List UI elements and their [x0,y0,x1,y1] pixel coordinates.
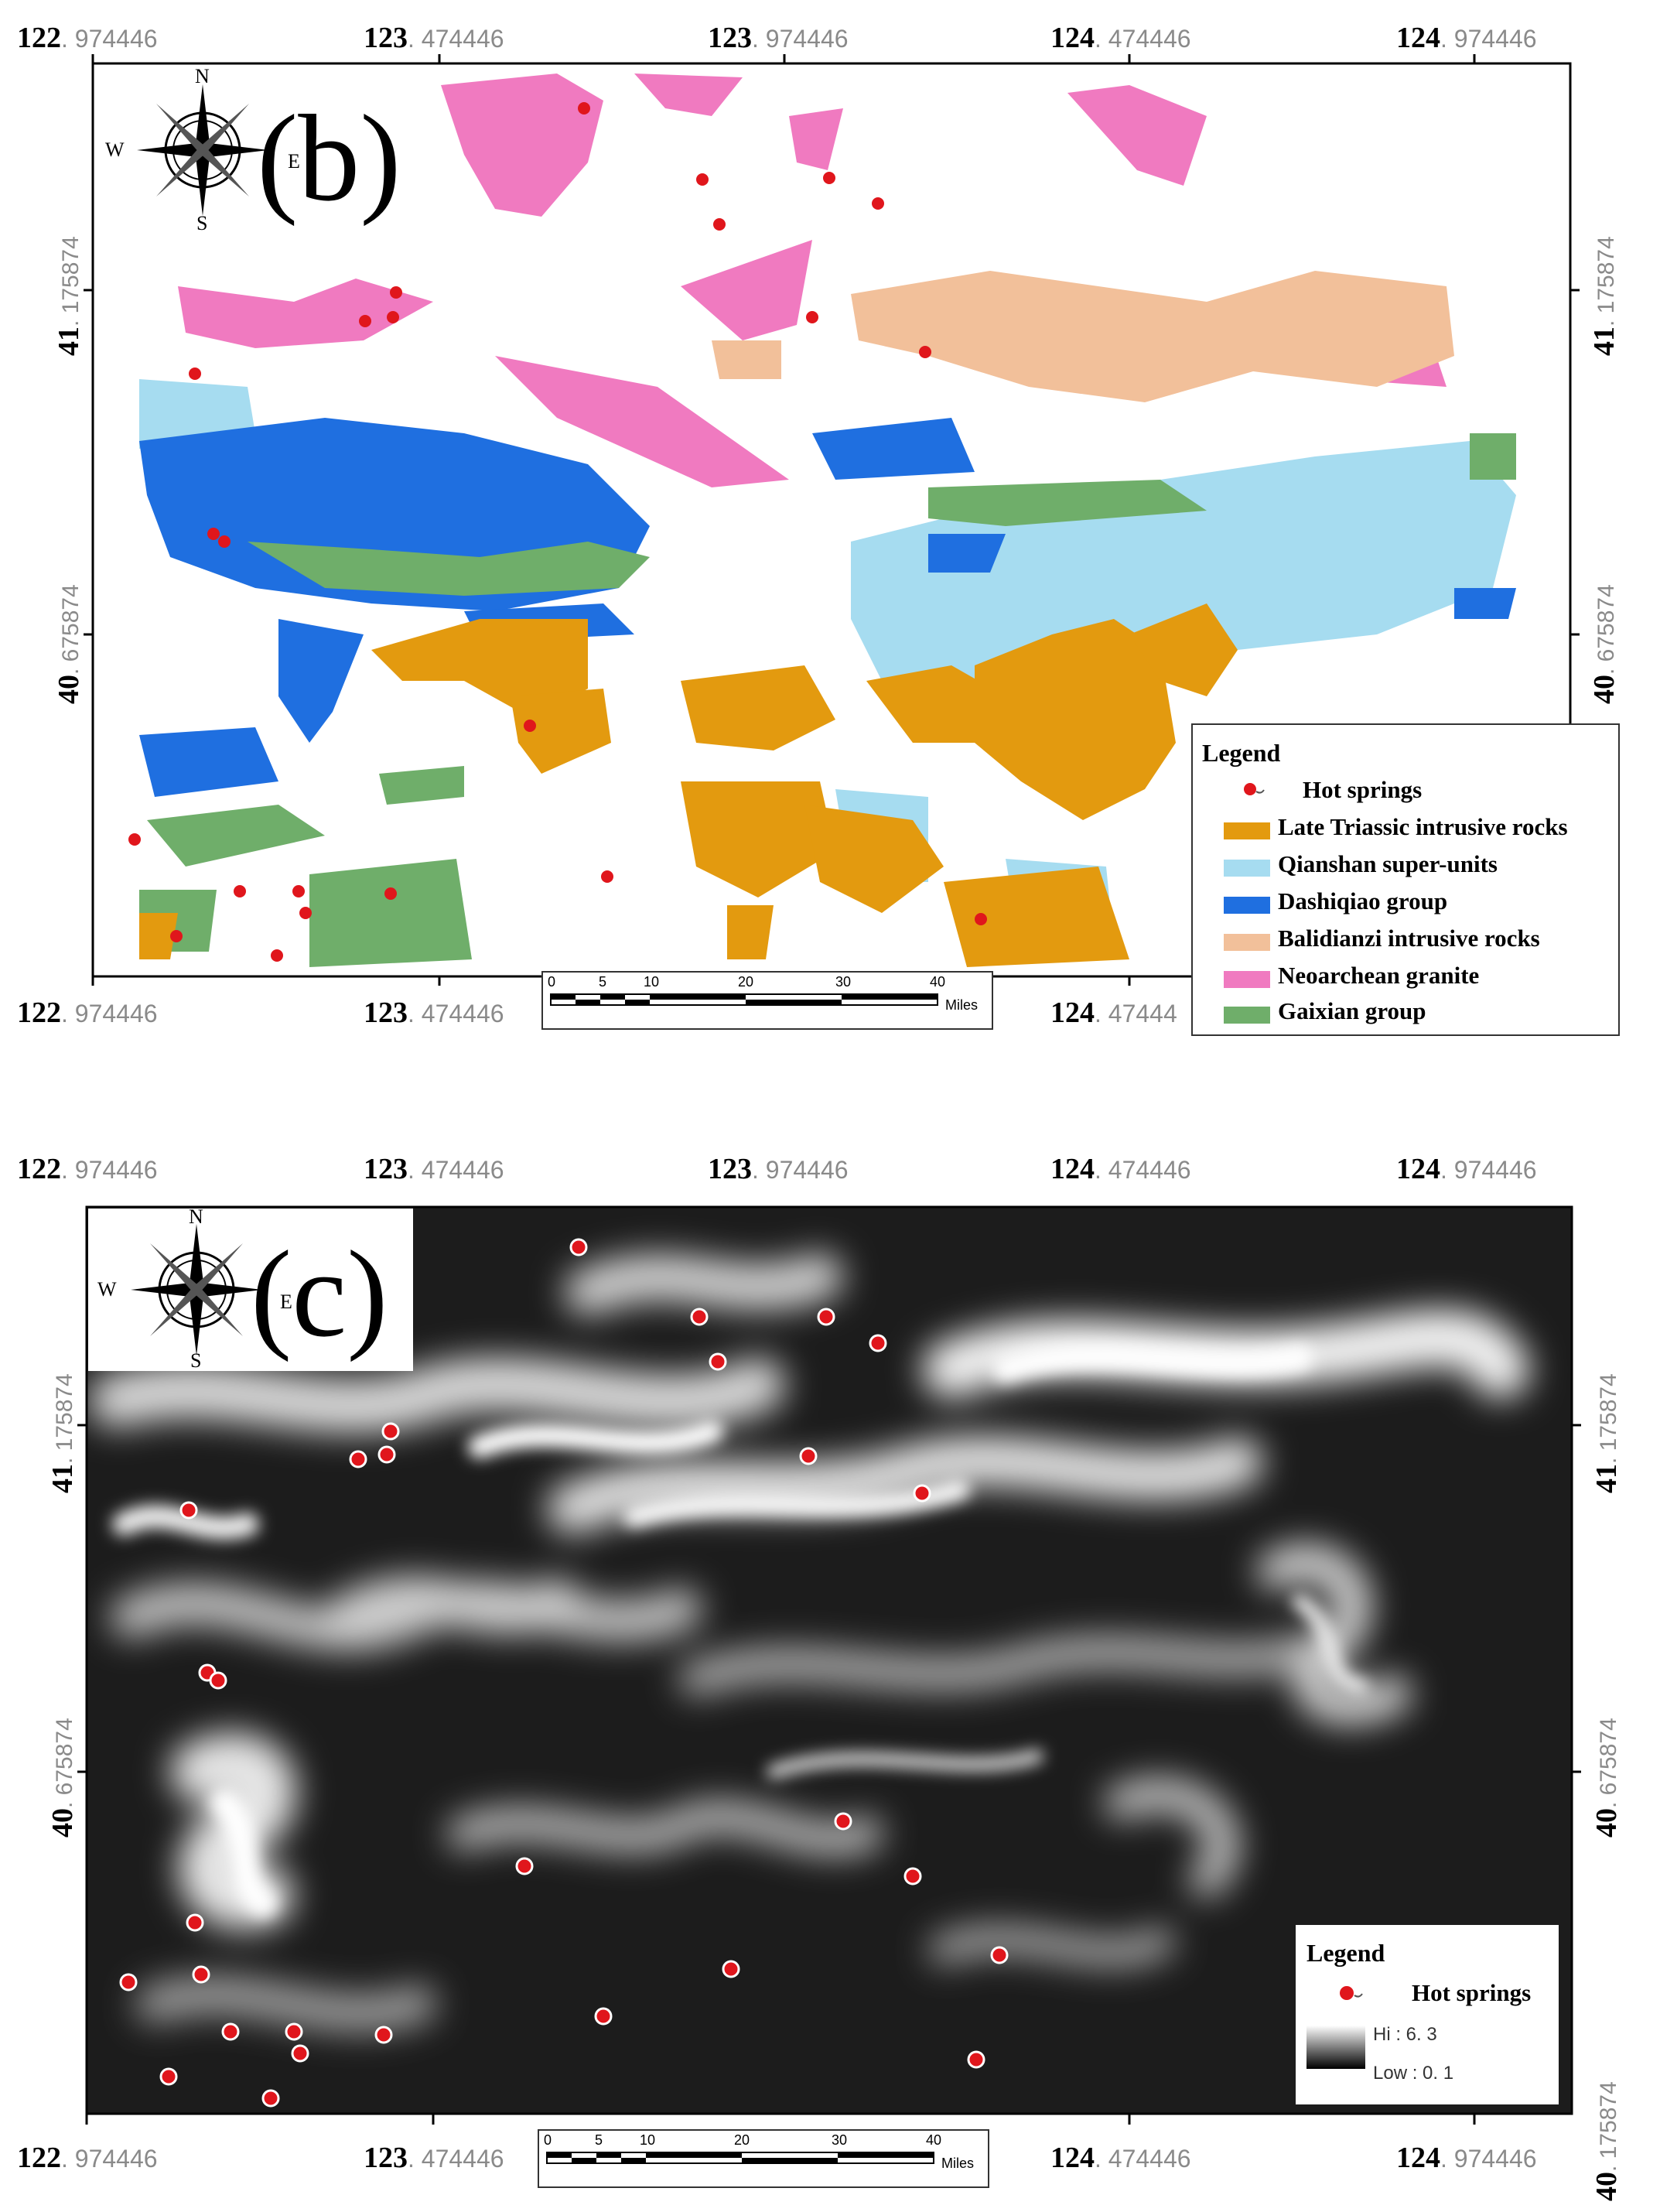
scale-tick-5: 5 [595,2132,603,2148]
scale-tick-10: 10 [640,2132,656,2148]
lon-label-top-1: 122. 974446 [17,1153,158,1185]
hot-spring-symbol-icon [1244,783,1265,795]
lon-label-top-2: 123. 474446 [364,1153,504,1185]
lon-label-top-4: 124. 474446 [1050,1153,1191,1185]
legend-swatch-balidianzi [1224,934,1270,951]
panel-c-density-map: 122. 974446 123. 474446 123. 974446 124.… [0,1137,1660,2212]
scale-tick-30: 30 [835,974,852,990]
scale-tick-0: 0 [548,974,556,990]
panel-label-c: (c) [251,1225,388,1362]
panel-label-b: (b) [257,89,401,227]
legend-title: Legend [1202,739,1281,767]
hot-springs-points-b [128,102,987,962]
legend-item-late-triassic: Late Triassic intrusive rocks [1278,813,1568,840]
lon-label-bottom-3: 124. 474446 [1050,2142,1191,2174]
lon-label-top-4: 124. 474446 [1050,22,1191,54]
legend-ramp-low: Low : 0. 1 [1373,2063,1454,2084]
compass-n-label: N [195,65,210,87]
scale-bar-c: 0 5 10 20 30 40 Miles [538,2129,989,2188]
legend-swatch-late-triassic [1224,822,1270,839]
compass-w-label: W [97,1278,117,1301]
scale-tick-0: 0 [544,2132,552,2148]
scale-units: Miles [941,2156,975,2171]
legend-item-qianshan: Qianshan super-units [1278,850,1498,877]
lon-label-bottom-2: 123. 474446 [364,997,504,1029]
scale-tick-5: 5 [599,974,607,990]
lon-label-bottom-4: 124. 974446 [1396,2142,1537,2174]
geology-units [139,74,1516,967]
compass-rose-icon [137,84,268,216]
lon-label-top-5: 124. 974446 [1396,1153,1537,1185]
lon-label-bottom-2: 123. 474446 [364,2142,504,2174]
compass-e-label: E [288,150,300,173]
scale-units: Miles [945,997,979,1013]
scale-tick-40: 40 [926,2132,942,2148]
scale-tick-20: 20 [734,2132,750,2148]
legend-ramp-hi: Hi : 6. 3 [1373,2024,1437,2045]
lon-label-bottom-3: 124. 47444 [1050,997,1177,1029]
scale-tick-40: 40 [930,974,946,990]
legend-item-hot-springs: Hot springs [1303,776,1423,803]
compass-n-label: N [189,1205,203,1228]
scale-tick-30: 30 [832,2132,848,2148]
compass-rose-icon [131,1224,262,1356]
compass-box-c: N S W E (c) [88,1205,413,1372]
compass-e-label: E [280,1291,292,1313]
lon-label-top-5: 124. 974446 [1396,22,1537,54]
scale-tick-20: 20 [738,974,754,990]
panel-b-geology-map: 122. 974446 123. 474446 123. 974446 124.… [0,0,1660,1075]
lon-label-bottom-1: 122. 974446 [17,997,158,1029]
compass-s-label: S [190,1349,202,1372]
legend-item-gaixian: Gaixian group [1278,997,1426,1024]
lon-label-top-3: 123. 974446 [708,22,849,54]
legend-item-dashiqiao: Dashiqiao group [1278,887,1448,915]
scale-tick-10: 10 [644,974,660,990]
legend-item-neoarchean: Neoarchean granite [1278,962,1480,989]
lon-label-top-1: 122. 974446 [17,22,158,54]
scale-bar-b: 0 5 10 20 30 40 Miles [541,971,993,1030]
lon-label-bottom-1: 122. 974446 [17,2142,158,2174]
legend-c: Legend Hot springs Hi : 6. 3 Low : 0. 1 [1296,1925,1559,2104]
legend-color-ramp [1306,2026,1365,2069]
lon-label-top-2: 123. 474446 [364,22,504,54]
legend-title: Legend [1306,1939,1385,1967]
lon-label-top-3: 123. 974446 [708,1153,849,1185]
hot-spring-symbol-icon [1338,1985,1363,2002]
legend-swatch-gaixian [1224,1007,1270,1024]
hot-springs-points-c [119,1238,1009,2108]
legend-swatch-qianshan [1224,860,1270,877]
compass-w-label: W [105,138,125,161]
legend-b: Legend Hot springs Late Triassic intrusi… [1191,723,1620,1036]
compass-s-label: S [196,212,208,234]
legend-swatch-neoarchean [1224,971,1270,988]
legend-swatch-dashiqiao [1224,897,1270,914]
legend-item-balidianzi: Balidianzi intrusive rocks [1278,925,1540,952]
compass-box-b: N S W E (b) [94,65,419,235]
legend-item-hot-springs: Hot springs [1412,1979,1532,2006]
